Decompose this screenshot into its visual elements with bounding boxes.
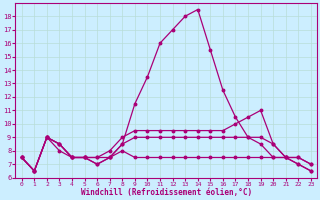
X-axis label: Windchill (Refroidissement éolien,°C): Windchill (Refroidissement éolien,°C) — [81, 188, 252, 197]
